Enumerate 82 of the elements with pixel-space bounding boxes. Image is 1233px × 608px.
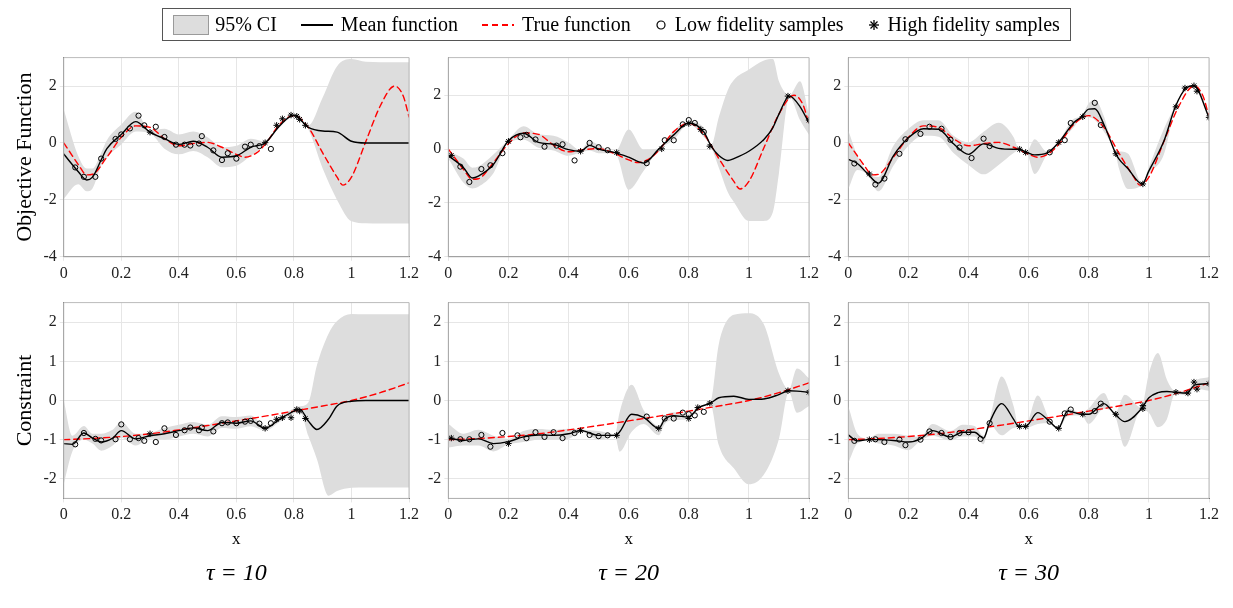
x-tick-label: 1.2 (799, 505, 819, 523)
x-tick-label: 1 (1144, 505, 1153, 523)
y-tick-label: -4 (43, 247, 57, 264)
x-tick-label: 1 (744, 505, 753, 523)
y-tick-label: -1 (828, 429, 842, 447)
x-axis-title: x (1024, 529, 1034, 549)
text: τ = 20 (598, 559, 660, 586)
x-tick-label: 0.2 (498, 505, 519, 523)
y-tick-label: -2 (428, 469, 442, 487)
legend-label: Low fidelity samples (674, 13, 844, 36)
x-tick-label: 0.8 (678, 505, 699, 523)
x-tick-label: 0 (444, 263, 453, 281)
y-tick-label: -2 (428, 193, 442, 211)
y-tick-label: -2 (828, 190, 842, 208)
legend-label: True function (522, 13, 631, 36)
y-tick-label: -2 (43, 469, 57, 487)
x-tick-label: 0.2 (111, 505, 132, 523)
x-tick-label: 0.4 (168, 505, 189, 523)
x-tick-label: 1 (744, 263, 753, 281)
x-tick-label: 0.6 (618, 263, 639, 281)
y-tick-label: -2 (43, 190, 57, 208)
y-tick-label: 0 (48, 390, 57, 408)
x-tick-label: 0.4 (168, 263, 189, 281)
x-tick-label: 1 (1144, 263, 1153, 281)
y-tick-label: 2 (433, 312, 442, 330)
y-axis-title: Objective Function (10, 72, 36, 242)
x-tick-label: 0.8 (283, 263, 304, 281)
x-tick-label: 1 (347, 263, 356, 281)
y-tick-label: 2 (433, 85, 442, 103)
x-tick-label: 0 (59, 505, 68, 523)
y-tick-label: 1 (48, 351, 57, 369)
text: τ = 10 (205, 559, 267, 586)
text: 95% CI (215, 13, 277, 36)
x-tick-label: 1.2 (1199, 263, 1219, 281)
x-tick-label: 0.2 (898, 263, 919, 281)
y-tick-label: 1 (433, 351, 442, 369)
x-tick-label: 0 (844, 505, 853, 523)
y-tick-label: -1 (43, 429, 57, 447)
y-axis-title: Constraint (10, 354, 36, 447)
x-tick-label: 1 (347, 505, 356, 523)
y-tick-label: -4 (428, 247, 442, 264)
y-tick-label: 0 (433, 390, 442, 408)
y-tick-label: -1 (428, 429, 442, 447)
x-tick-label: 0.2 (498, 263, 519, 281)
x-tick-label: 0 (59, 263, 68, 281)
x-tick-label: 1.2 (1199, 505, 1219, 523)
x-tick-label: 0.8 (283, 505, 304, 523)
x-tick-label: 0.6 (1018, 263, 1039, 281)
y-tick-label: -4 (828, 247, 842, 264)
x-tick-label: 0.8 (1078, 505, 1099, 523)
x-tick-label: 0.6 (1018, 505, 1039, 523)
x-tick-label: 0.4 (558, 263, 579, 281)
y-tick-label: 1 (833, 351, 842, 369)
x-tick-label: 0.8 (678, 263, 699, 281)
y-tick-label: -2 (828, 469, 842, 487)
x-axis-title: x (624, 529, 634, 549)
y-tick-label: 0 (433, 139, 442, 157)
x-tick-label: 0.8 (1078, 263, 1099, 281)
y-tick-label: 2 (48, 76, 57, 94)
x-tick-label: 1.2 (399, 263, 419, 281)
y-tick-label: 0 (48, 133, 57, 151)
x-tick-label: 0.4 (958, 263, 979, 281)
x-tick-label: 0.2 (898, 505, 919, 523)
x-tick-label: 1.2 (399, 505, 419, 523)
y-tick-label: 2 (48, 312, 57, 330)
x-tick-label: 0.6 (618, 505, 639, 523)
x-tick-label: 0 (444, 505, 453, 523)
x-tick-label: 0 (844, 263, 853, 281)
x-tick-label: 0.2 (111, 263, 132, 281)
text: τ = 30 (998, 559, 1060, 586)
y-tick-label: 0 (833, 390, 842, 408)
x-tick-label: 1.2 (799, 263, 819, 281)
y-tick-label: 2 (833, 76, 842, 94)
x-tick-label: 0.4 (558, 505, 579, 523)
y-tick-label: 2 (833, 312, 842, 330)
y-tick-label: 0 (833, 133, 842, 151)
legend-label: High fidelity samples (887, 13, 1060, 36)
x-tick-label: 0.4 (958, 505, 979, 523)
x-tick-label: 0.6 (226, 263, 247, 281)
x-axis-title: x (232, 529, 242, 549)
x-tick-label: 0.6 (226, 505, 247, 523)
legend-label: Mean function (340, 13, 459, 36)
